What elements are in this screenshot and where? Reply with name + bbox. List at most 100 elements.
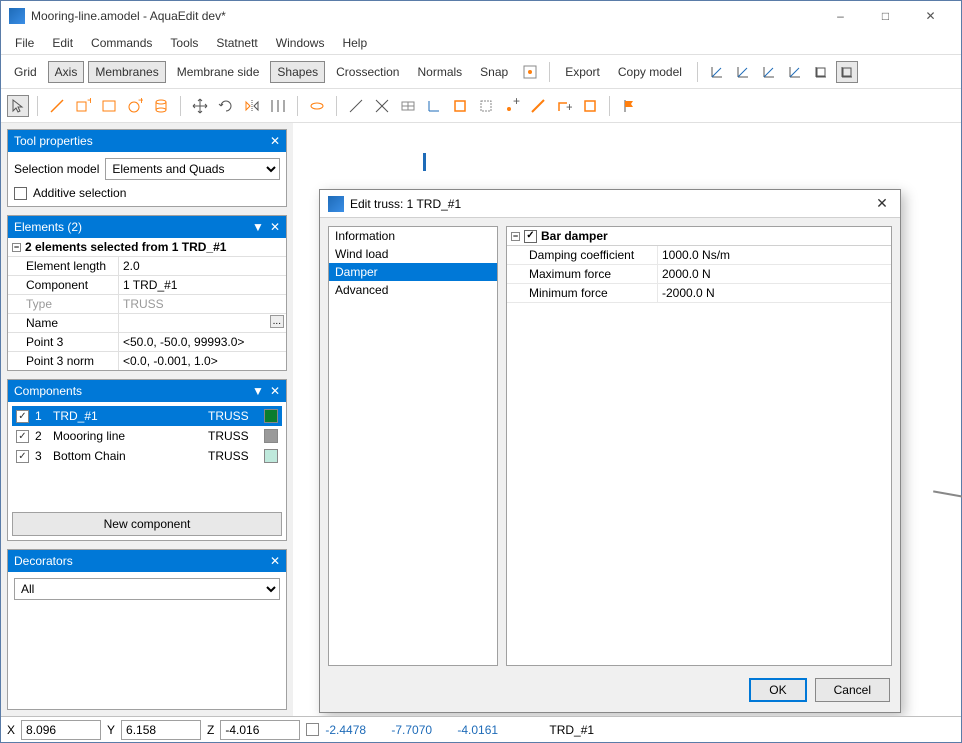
dialog-property-row[interactable]: Damping coefficient1000.0 Ns/m bbox=[507, 246, 891, 265]
mirror-icon[interactable] bbox=[241, 95, 263, 117]
property-row[interactable]: TypeTRUSS bbox=[8, 295, 286, 314]
property-value[interactable]: ... bbox=[118, 314, 286, 332]
property-value[interactable]: 2.0 bbox=[118, 257, 286, 275]
z-input[interactable] bbox=[220, 720, 300, 740]
menu-commands[interactable]: Commands bbox=[83, 34, 160, 52]
component-row[interactable]: 3Bottom ChainTRUSS bbox=[12, 446, 282, 466]
property-row[interactable]: Name... bbox=[8, 314, 286, 333]
minimize-button[interactable]: – bbox=[818, 2, 863, 30]
expander-icon[interactable]: − bbox=[511, 232, 520, 241]
additive-checkbox[interactable] bbox=[14, 187, 27, 200]
toolbar-normals[interactable]: Normals bbox=[410, 61, 469, 83]
component-color-swatch[interactable] bbox=[264, 449, 278, 463]
toolbar-copy-model[interactable]: Copy model bbox=[611, 61, 689, 83]
toolbar-shapes[interactable]: Shapes bbox=[270, 61, 325, 83]
menu-windows[interactable]: Windows bbox=[268, 34, 333, 52]
rotate-icon[interactable] bbox=[215, 95, 237, 117]
ok-button[interactable]: OK bbox=[749, 678, 806, 702]
x-input[interactable] bbox=[21, 720, 101, 740]
view-xz-icon[interactable] bbox=[732, 61, 754, 83]
chevron-down-icon[interactable]: ▼ bbox=[252, 384, 264, 398]
toolbar-membranes[interactable]: Membranes bbox=[88, 61, 165, 83]
view-iso-icon[interactable] bbox=[784, 61, 806, 83]
component-row[interactable]: 1TRD_#1TRUSS bbox=[12, 406, 282, 426]
ring-icon[interactable] bbox=[306, 95, 328, 117]
view-fit-icon[interactable] bbox=[810, 61, 832, 83]
component-checkbox[interactable] bbox=[16, 430, 29, 443]
menu-file[interactable]: File bbox=[7, 34, 42, 52]
y-input[interactable] bbox=[121, 720, 201, 740]
dialog-property-value[interactable]: 1000.0 Ns/m bbox=[657, 246, 891, 264]
elements-header[interactable]: Elements (2) ▼✕ bbox=[8, 216, 286, 238]
toolbar-membrane-side[interactable]: Membrane side bbox=[170, 61, 267, 83]
edge-add-icon[interactable]: + bbox=[553, 95, 575, 117]
dialog-nav-wind-load[interactable]: Wind load bbox=[329, 245, 497, 263]
close-icon[interactable]: ✕ bbox=[270, 134, 280, 148]
move-icon[interactable] bbox=[189, 95, 211, 117]
cross-icon[interactable] bbox=[371, 95, 393, 117]
decorators-header[interactable]: Decorators ✕ bbox=[8, 550, 286, 572]
view-yz-icon[interactable] bbox=[758, 61, 780, 83]
menu-statnett[interactable]: Statnett bbox=[208, 34, 265, 52]
align-icon[interactable] bbox=[267, 95, 289, 117]
component-row[interactable]: 2Moooring lineTRUSS bbox=[12, 426, 282, 446]
toolbar-axis[interactable]: Axis bbox=[48, 61, 85, 83]
square-o2-icon[interactable] bbox=[579, 95, 601, 117]
new-component-button[interactable]: New component bbox=[12, 512, 282, 536]
dialog-nav-advanced[interactable]: Advanced bbox=[329, 281, 497, 299]
components-header[interactable]: Components ▼✕ bbox=[8, 380, 286, 402]
view-xy-icon[interactable] bbox=[706, 61, 728, 83]
dialog-close-button[interactable]: ✕ bbox=[872, 195, 892, 212]
dialog-property-value[interactable]: 2000.0 N bbox=[657, 265, 891, 283]
square-dashed-icon[interactable] bbox=[475, 95, 497, 117]
square-o-icon[interactable] bbox=[449, 95, 471, 117]
menu-help[interactable]: Help bbox=[334, 34, 375, 52]
dialog-nav-damper[interactable]: Damper bbox=[329, 263, 497, 281]
chevron-down-icon[interactable]: ▼ bbox=[252, 220, 264, 234]
line-tool-icon[interactable] bbox=[46, 95, 68, 117]
cancel-button[interactable]: Cancel bbox=[815, 678, 890, 702]
toolbar-crossection[interactable]: Crossection bbox=[329, 61, 406, 83]
cursor-tool-icon[interactable] bbox=[7, 95, 29, 117]
expander-icon[interactable]: − bbox=[12, 243, 21, 252]
property-value[interactable]: 1 TRD_#1 bbox=[118, 276, 286, 294]
menu-tools[interactable]: Tools bbox=[162, 34, 206, 52]
dialog-title-bar[interactable]: Edit truss: 1 TRD_#1 ✕ bbox=[320, 190, 900, 218]
edge-o-icon[interactable] bbox=[527, 95, 549, 117]
dialog-property-row[interactable]: Maximum force2000.0 N bbox=[507, 265, 891, 284]
property-value[interactable]: <0.0, -0.001, 1.0> bbox=[118, 352, 286, 370]
selection-model-select[interactable]: Elements and Quads bbox=[105, 158, 280, 180]
status-checkbox[interactable] bbox=[306, 723, 319, 736]
close-icon[interactable]: ✕ bbox=[270, 384, 280, 398]
ellipsis-button[interactable]: ... bbox=[270, 315, 284, 328]
component-color-swatch[interactable] bbox=[264, 409, 278, 423]
diag1-icon[interactable] bbox=[345, 95, 367, 117]
dialog-property-value[interactable]: -2000.0 N bbox=[657, 284, 891, 302]
flag-icon[interactable] bbox=[618, 95, 640, 117]
decorators-filter-select[interactable]: All bbox=[14, 578, 280, 600]
angle-icon[interactable] bbox=[423, 95, 445, 117]
close-icon[interactable]: ✕ bbox=[270, 220, 280, 234]
toolbar-export[interactable]: Export bbox=[558, 61, 607, 83]
table-icon[interactable] bbox=[397, 95, 419, 117]
rect-tool-icon[interactable] bbox=[98, 95, 120, 117]
property-row[interactable]: Element length2.0 bbox=[8, 257, 286, 276]
component-color-swatch[interactable] bbox=[264, 429, 278, 443]
tool-properties-header[interactable]: Tool properties ✕ bbox=[8, 130, 286, 152]
property-row[interactable]: Point 3 norm<0.0, -0.001, 1.0> bbox=[8, 352, 286, 370]
close-icon[interactable]: ✕ bbox=[270, 554, 280, 568]
node-add-icon[interactable]: + bbox=[501, 95, 523, 117]
property-row[interactable]: Component1 TRD_#1 bbox=[8, 276, 286, 295]
component-checkbox[interactable] bbox=[16, 450, 29, 463]
dialog-property-row[interactable]: Minimum force-2000.0 N bbox=[507, 284, 891, 303]
maximize-button[interactable]: □ bbox=[863, 2, 908, 30]
snap-settings-icon[interactable] bbox=[519, 61, 541, 83]
component-checkbox[interactable] bbox=[16, 410, 29, 423]
dialog-nav-information[interactable]: Information bbox=[329, 227, 497, 245]
toolbar-grid[interactable]: Grid bbox=[7, 61, 44, 83]
property-value[interactable]: <50.0, -50.0, 99993.0> bbox=[118, 333, 286, 351]
toolbar-snap[interactable]: Snap bbox=[473, 61, 515, 83]
property-row[interactable]: Point 3<50.0, -50.0, 99993.0> bbox=[8, 333, 286, 352]
rect-add-icon[interactable]: + bbox=[72, 95, 94, 117]
bar-damper-checkbox[interactable] bbox=[524, 230, 537, 243]
